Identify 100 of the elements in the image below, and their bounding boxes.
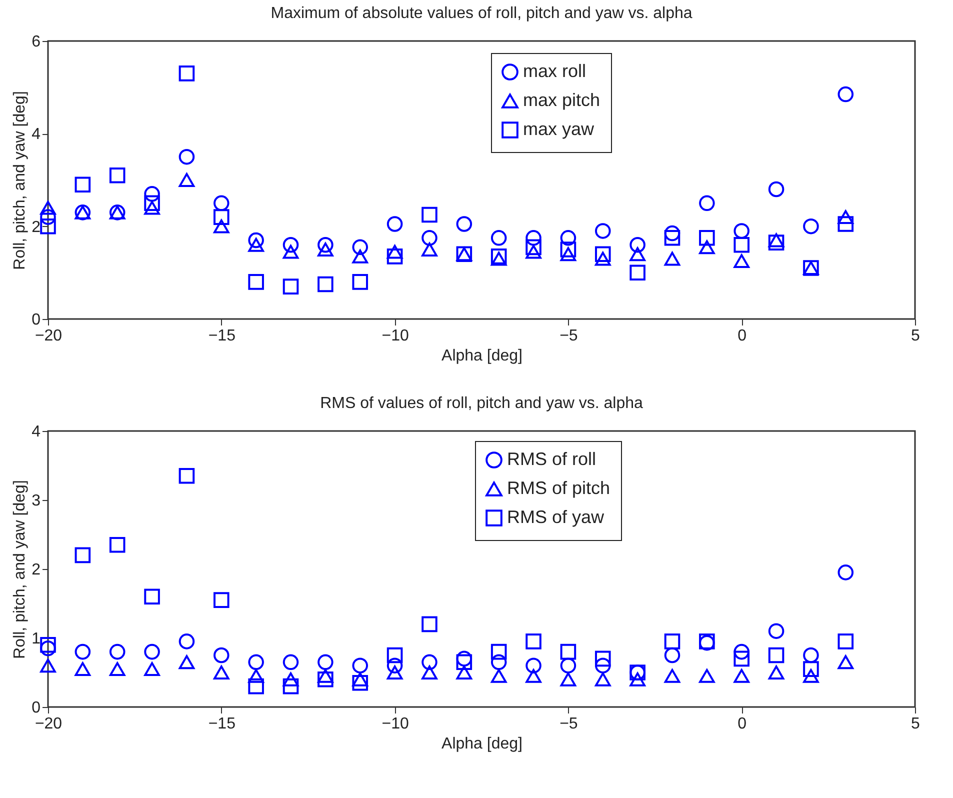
legend-label: RMS of pitch: [507, 478, 610, 498]
point: [214, 666, 230, 680]
point: [838, 216, 854, 232]
point: [456, 654, 472, 670]
point: [40, 637, 56, 653]
point: [734, 254, 750, 268]
point: [768, 666, 784, 680]
point: [144, 200, 160, 215]
point: [803, 661, 819, 677]
point: [144, 588, 160, 604]
point: [594, 246, 611, 262]
point: [282, 236, 299, 253]
point: [40, 200, 56, 215]
point: [803, 647, 819, 664]
point: [318, 236, 334, 253]
point: [526, 230, 542, 246]
point: [352, 674, 368, 691]
point: [734, 644, 750, 660]
point: [594, 223, 611, 239]
point: [734, 223, 750, 239]
y-tick-label: 2: [32, 562, 41, 578]
point: [838, 634, 854, 650]
point: [803, 218, 819, 234]
point: [74, 644, 91, 660]
point: [282, 654, 299, 670]
point: [560, 658, 576, 674]
point: [526, 239, 542, 256]
point: [144, 195, 160, 212]
point: [768, 233, 784, 248]
x-tick-label: −10: [382, 716, 409, 732]
point: [178, 148, 195, 165]
point: [109, 644, 126, 660]
point: [318, 242, 334, 256]
point: [422, 230, 438, 246]
point: [109, 167, 126, 184]
point: [386, 666, 403, 680]
point: [768, 647, 784, 664]
point: [734, 236, 750, 253]
x-tick-label: 5: [911, 716, 920, 732]
y-tick-label: 2: [32, 218, 41, 236]
point: [214, 219, 230, 234]
point: [352, 249, 368, 264]
x-tick-label: 0: [738, 716, 747, 732]
point: [214, 592, 230, 608]
point: [248, 654, 264, 670]
legend-label: RMS of yaw: [507, 507, 606, 527]
point: [803, 668, 819, 683]
legend-label: RMS of roll: [507, 449, 596, 469]
point: [490, 644, 507, 660]
point: [40, 209, 56, 225]
point: [422, 616, 438, 632]
point: [178, 173, 195, 187]
point: [40, 640, 56, 656]
point: [699, 668, 715, 683]
point: [456, 666, 472, 680]
x-axis-title: Alpha [deg]: [442, 736, 522, 752]
x-tick-label: −15: [208, 716, 236, 732]
point: [838, 655, 854, 670]
point: [490, 654, 507, 670]
point: [282, 678, 299, 694]
x-tick-label: −15: [208, 328, 236, 344]
point: [214, 647, 230, 664]
point: [248, 668, 264, 683]
x-tick-label: −5: [560, 328, 578, 344]
point: [214, 209, 230, 225]
point: [630, 247, 646, 262]
y-tick-label: 0: [32, 700, 41, 716]
chart-title: Maximum of absolute values of roll, pitch and yaw vs. alpha: [270, 5, 692, 22]
point: [178, 66, 195, 82]
point: [526, 634, 542, 650]
point: [386, 658, 403, 674]
y-tick-label: 6: [32, 34, 41, 50]
point: [214, 195, 230, 212]
point: [560, 230, 576, 246]
x-tick-label: −20: [34, 328, 62, 344]
point: [490, 230, 507, 246]
y-axis-title: Roll, pitch, and yaw [deg]: [12, 480, 29, 659]
point: [664, 668, 680, 683]
point: [248, 678, 264, 694]
point: [630, 672, 646, 686]
point: [109, 536, 126, 553]
point: [74, 176, 91, 193]
point: [282, 672, 299, 686]
point: [109, 662, 126, 676]
point: [422, 206, 438, 223]
point: [318, 672, 334, 688]
point: [560, 242, 576, 258]
x-tick-label: −10: [382, 328, 409, 344]
x-tick-label: 0: [738, 328, 747, 344]
point: [664, 230, 680, 246]
point: [699, 195, 715, 212]
point: [386, 248, 403, 264]
point: [594, 650, 611, 667]
point: [560, 672, 576, 686]
y-tick-label: 3: [32, 492, 41, 510]
point: [734, 668, 750, 683]
y-tick-label: 4: [32, 126, 41, 144]
point: [282, 278, 299, 294]
point: [490, 668, 507, 683]
y-axis-title: Roll, pitch, and yaw [deg]: [12, 91, 29, 270]
